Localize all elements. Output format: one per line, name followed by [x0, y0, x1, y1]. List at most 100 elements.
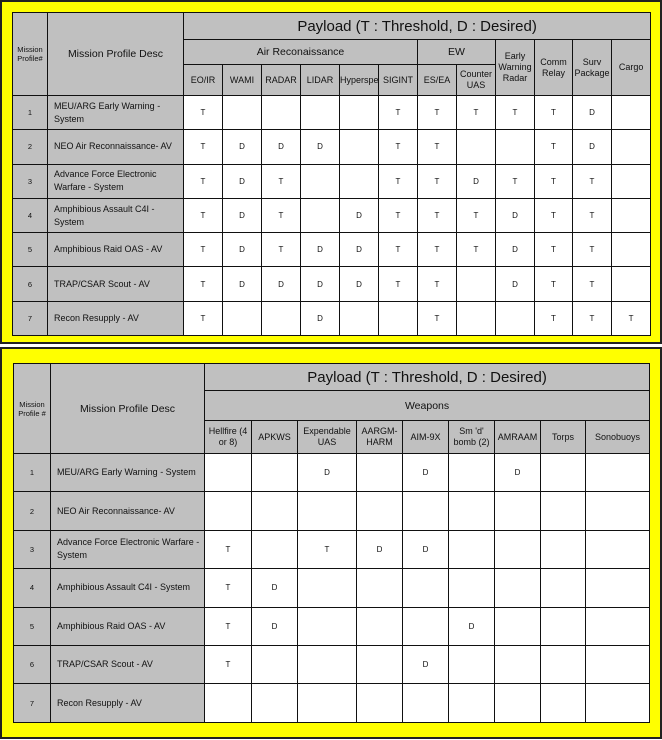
- column-header: EO/IR: [183, 64, 223, 96]
- payload-cell: T: [417, 232, 457, 268]
- payload-cell: D: [251, 568, 298, 608]
- payload-cell: [584, 568, 651, 608]
- payload-cell: D: [456, 163, 496, 199]
- mission-number: 3: [13, 529, 51, 570]
- column-header: Sm 'd' bomb (2): [448, 420, 495, 454]
- payload-cell: D: [300, 129, 340, 165]
- payload-cell: D: [339, 197, 379, 234]
- table-row: 7 Recon Resupply - AV: [13, 683, 651, 723]
- column-header: LIDAR: [300, 64, 340, 96]
- payload-cell: D: [261, 129, 301, 165]
- table-row: 3 Advance Force Electronic Warfare - Syst…: [12, 163, 652, 199]
- column-header: AMRAAM: [494, 420, 541, 454]
- table-row: 1 MEU/ARG Early Warning - System T T T T T T D: [12, 94, 652, 131]
- mission-desc-header: Mission Profile Desc: [47, 12, 184, 96]
- column-header: Sonobuoys: [584, 420, 651, 454]
- payload-cell: D: [495, 266, 535, 302]
- mission-number: 7: [13, 683, 51, 723]
- payload-cell: T: [456, 232, 496, 268]
- payload-cell: [300, 163, 340, 199]
- mission-desc-header: Mission Profile Desc: [50, 363, 205, 454]
- payload-cell: D: [300, 266, 340, 302]
- table-row: 2 NEO Air Reconnaissance- AV: [13, 491, 651, 531]
- payload-cell: [251, 683, 298, 723]
- payload-cell: [356, 568, 403, 608]
- payload-cell: T: [183, 266, 223, 302]
- payload-cell: D: [297, 452, 357, 493]
- mission-number: 1: [13, 452, 51, 493]
- table-row: 6 TRAP/CSAR Scout - AV T D: [13, 644, 651, 685]
- table-row: 5 Amphibious Raid OAS - AV T D T D D T T T D T T: [12, 232, 652, 268]
- payload-cell: [448, 529, 495, 570]
- payload-cell: D: [339, 232, 379, 268]
- mission-desc: NEO Air Reconnaissance- AV: [50, 491, 205, 531]
- table-row: 6 TRAP/CSAR Scout - AV T D D D D T T D T T: [12, 266, 652, 302]
- payload-cell: [584, 491, 651, 531]
- payload-cell: T: [610, 300, 652, 337]
- payload-cell: D: [356, 529, 403, 570]
- mission-desc: NEO Air Reconnaissance- AV: [47, 129, 184, 165]
- payload-cell: T: [204, 644, 252, 685]
- payload-cell: T: [183, 197, 223, 234]
- payload-cell: D: [222, 266, 262, 302]
- payload-cell: [540, 606, 586, 646]
- payload-cell: [540, 644, 586, 685]
- payload-cell: [297, 491, 357, 531]
- payload-cell: [251, 491, 298, 531]
- payload-cell: D: [495, 232, 535, 268]
- column-header: WAMI: [222, 64, 262, 96]
- payload-cell: [584, 683, 651, 723]
- payload-title: Payload (T : Threshold, D : Desired): [203, 363, 651, 391]
- column-header: Cargo: [610, 39, 652, 96]
- payload-cell: [339, 163, 379, 199]
- payload-cell: T: [572, 232, 612, 268]
- payload-cell: D: [494, 452, 541, 493]
- column-header: ES/EA: [417, 64, 457, 96]
- payload-cell: D: [402, 644, 449, 685]
- payload-cell: [495, 129, 535, 165]
- payload-cell: [540, 491, 586, 531]
- mission-number: 5: [13, 606, 51, 646]
- payload-cell: D: [251, 606, 298, 646]
- payload-cell: T: [456, 197, 496, 234]
- payload-cell: T: [417, 163, 457, 199]
- payload-cell: [251, 529, 298, 570]
- payload-cell: [494, 683, 541, 723]
- column-header: AARGM-HARM: [356, 420, 403, 454]
- payload-cell: [339, 129, 379, 165]
- payload-cell: T: [417, 197, 457, 234]
- group-row: Weapons: [14, 390, 651, 421]
- payload-cell: [300, 197, 340, 234]
- payload-cell: [610, 129, 652, 165]
- payload-cell: T: [534, 300, 573, 337]
- mission-number: 7: [12, 300, 48, 337]
- payload-cell: T: [204, 529, 252, 570]
- payload-cell: [339, 94, 379, 131]
- payload-cell: [540, 452, 586, 493]
- payload-cell: T: [378, 232, 418, 268]
- payload-cell: T: [261, 232, 301, 268]
- payload-cell: T: [495, 163, 535, 199]
- payload-cell: [297, 568, 357, 608]
- payload-cell: [402, 491, 449, 531]
- mission-desc: Amphibious Assault C4I - System: [47, 197, 184, 234]
- payload-cell: D: [300, 232, 340, 268]
- column-header: Comm Relay: [534, 39, 573, 96]
- table-row: 5 Amphibious Raid OAS - AV T D D: [13, 606, 651, 646]
- payload-cell: T: [572, 163, 612, 199]
- payload-cell: D: [222, 163, 262, 199]
- payload-cell: [610, 94, 652, 131]
- group-header: Weapons: [203, 390, 651, 421]
- mission-desc: Amphibious Assault C4I - System: [50, 568, 205, 608]
- payload-cell: [297, 606, 357, 646]
- payload-cell: T: [495, 94, 535, 131]
- column-header: RADAR: [261, 64, 301, 96]
- payload-cell: T: [204, 606, 252, 646]
- payload-cell: [494, 606, 541, 646]
- payload-cell: [356, 644, 403, 685]
- payload-cell: D: [261, 266, 301, 302]
- mission-desc: MEU/ARG Early Warning - System: [50, 452, 205, 493]
- payload-cell: T: [417, 94, 457, 131]
- payload-cell: [456, 300, 496, 337]
- payload-cell: T: [417, 300, 457, 337]
